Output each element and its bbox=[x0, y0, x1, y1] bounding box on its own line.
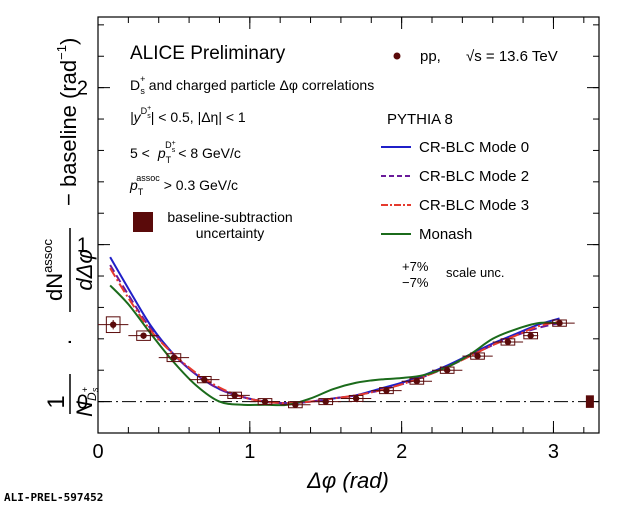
baseline-uncertainty-bar bbox=[585, 395, 594, 408]
ylabel-numerator: dNassoc bbox=[40, 238, 67, 301]
data-point bbox=[261, 398, 269, 405]
series-line-4 bbox=[109, 284, 560, 407]
data-point bbox=[413, 377, 421, 385]
scale-label: scale unc. bbox=[446, 265, 505, 280]
data-point bbox=[292, 401, 299, 408]
ylabel-norm: ND+s bbox=[72, 387, 100, 417]
data-point bbox=[443, 367, 451, 374]
legend-data-label: pp, bbox=[420, 48, 441, 65]
data-point bbox=[556, 319, 563, 327]
legend-energy: √s = 13.6 TeV bbox=[466, 48, 558, 65]
baseline-label-line2: uncertainty bbox=[196, 225, 264, 241]
data-point bbox=[201, 376, 208, 383]
data-point bbox=[170, 354, 178, 361]
y-tick-label: 2 bbox=[77, 78, 88, 100]
chart-title: ALICE Preliminary bbox=[130, 43, 286, 64]
baseline-uncertainty-swatch bbox=[133, 212, 153, 232]
legend-entries: CR-BLC Mode 0 CR-BLC Mode 2 CR-BLC Mode 3 M… bbox=[381, 139, 529, 243]
x-axis-label: Δφ (rad) bbox=[306, 468, 389, 493]
annotation-assoc-pt: pTassoc > 0.3 GeV/c bbox=[129, 173, 238, 197]
baseline-label-line1: baseline-subtraction bbox=[167, 209, 292, 225]
axis-ticks: 0 1 2 3 0 1 2 bbox=[77, 17, 599, 463]
scale-minus: −7% bbox=[402, 275, 429, 290]
data-point bbox=[322, 398, 329, 405]
y-tick-label: 1 bbox=[77, 235, 88, 257]
x-tick-label: 0 bbox=[92, 441, 103, 463]
legend-label-4: Monash bbox=[419, 226, 472, 243]
ylabel-dot: · bbox=[56, 338, 81, 345]
data-point bbox=[527, 332, 534, 339]
ylabel-one: 1 bbox=[43, 395, 70, 408]
data-point bbox=[474, 352, 481, 360]
data-point bbox=[231, 392, 238, 399]
annotation-correlation: D+ s and charged particle Δφ correlations bbox=[130, 74, 374, 96]
ylabel-denominator: dΔφ bbox=[72, 249, 97, 290]
legend-model-title: PYTHIA 8 bbox=[387, 111, 453, 128]
annotation-rapidity: |yD+ s| < 0.5, |Δη| < 1 bbox=[130, 105, 246, 125]
annotation-pt-range: 5 < pTD+ s < 8 GeV/c bbox=[130, 140, 241, 165]
legend-label-1: CR-BLC Mode 0 bbox=[419, 139, 529, 156]
x-tick-label: 2 bbox=[396, 441, 407, 463]
legend-label-3: CR-BLC Mode 3 bbox=[419, 197, 529, 214]
watermark: ALI-PREL-597452 bbox=[4, 491, 103, 504]
series-line-2 bbox=[109, 264, 560, 405]
data-point bbox=[109, 321, 117, 328]
y-axis-label: 1 ND+s · dNassoc dΔφ − baseline (rad−1) bbox=[40, 38, 100, 417]
baseline-uncertainty-marker bbox=[585, 395, 594, 408]
data-point bbox=[352, 395, 360, 402]
series-line-3 bbox=[109, 267, 560, 405]
data-points bbox=[98, 316, 575, 409]
x-tick-label: 1 bbox=[244, 441, 255, 463]
legend-data-marker bbox=[393, 52, 401, 60]
ylabel-suffix: − baseline (rad−1) bbox=[54, 38, 81, 206]
plot-frame bbox=[97, 16, 600, 434]
y-tick-label: 0 bbox=[77, 392, 88, 414]
data-point bbox=[383, 387, 390, 394]
scale-plus: +7% bbox=[402, 259, 429, 274]
data-point bbox=[140, 332, 147, 339]
data-point bbox=[504, 338, 512, 346]
legend-label-2: CR-BLC Mode 2 bbox=[419, 168, 529, 185]
x-tick-label: 3 bbox=[548, 441, 559, 463]
